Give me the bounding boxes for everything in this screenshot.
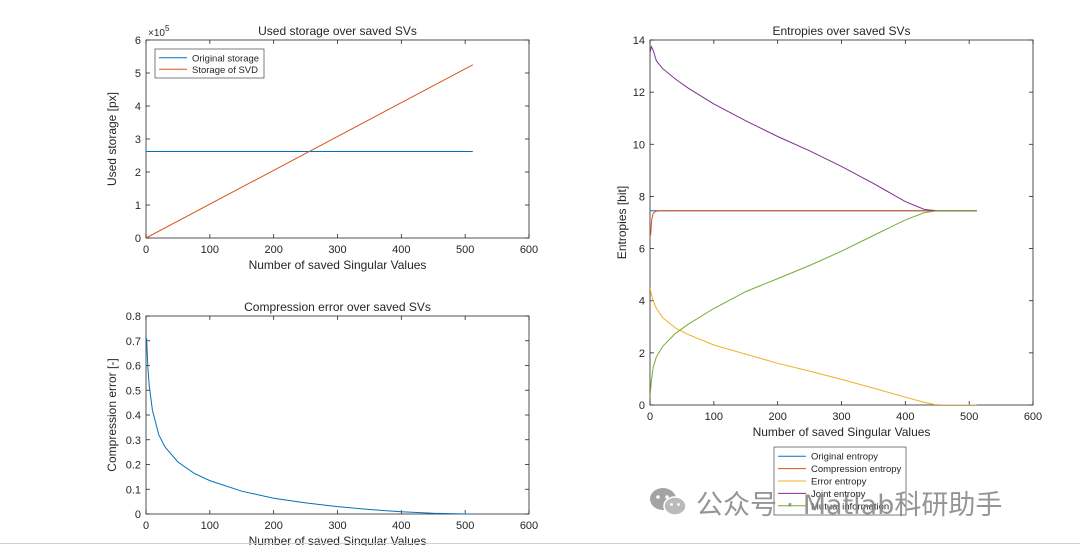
- bottom-divider: [0, 543, 1080, 544]
- y-tick-label: 10: [633, 139, 645, 151]
- x-tick-label: 100: [201, 520, 219, 532]
- y-tick-label: 1: [135, 200, 141, 212]
- legend-box: [154, 48, 265, 79]
- y-tick-label: 3: [135, 134, 141, 146]
- x-tick-label: 500: [456, 520, 474, 532]
- x-tick-label: 300: [328, 520, 346, 532]
- y-tick-label: 12: [633, 87, 645, 99]
- y-tick-label: 0.4: [126, 410, 141, 422]
- legend-label: Compression entropy: [811, 464, 902, 475]
- legend-label: Original entropy: [811, 452, 878, 463]
- y-tick-label: 5: [135, 68, 141, 80]
- series-line-storage-of-svd: [146, 64, 474, 238]
- x-tick-label: 600: [1024, 411, 1042, 423]
- y-tick-label: 6: [135, 35, 141, 47]
- y-tick-label: 4: [639, 296, 645, 308]
- y-tick-label: 0.7: [126, 336, 141, 348]
- series-line-mutual-information: [650, 210, 977, 398]
- y-tick-label: 8: [639, 191, 645, 203]
- legend-label: Error entropy: [811, 477, 867, 488]
- x-tick-label: 0: [143, 520, 149, 532]
- series-line-error-entropy: [650, 287, 977, 405]
- plot-area: [145, 315, 530, 515]
- x-tick-label: 500: [960, 411, 978, 423]
- x-tick-label: 600: [520, 244, 538, 256]
- x-axis-label: Number of saved Singular Values: [753, 425, 931, 439]
- y-axis-label: Compression error [-]: [105, 358, 119, 471]
- x-tick-label: 200: [264, 244, 282, 256]
- x-tick-label: 600: [520, 520, 538, 532]
- x-tick-label: 200: [768, 411, 786, 423]
- series-line-compression-error: [146, 338, 473, 514]
- y-tick-label: 0.6: [126, 361, 141, 373]
- x-tick-label: 300: [832, 411, 850, 423]
- x-tick-label: 300: [328, 244, 346, 256]
- y-tick-label: 0.3: [126, 435, 141, 447]
- series-line-compression-entropy: [650, 210, 977, 236]
- legend-label: Storage of SVD: [192, 65, 258, 76]
- y-tick-label: 0: [639, 400, 645, 412]
- legend-label: Mutual information: [811, 501, 889, 512]
- y-axis-label: Entropies [bit]: [615, 186, 629, 259]
- x-tick-label: 500: [456, 244, 474, 256]
- chart-error: 0 100 200 300 400 500 600 0 0.1 0.2 0.3 0.4 0.5 0.6 0.…: [105, 300, 538, 546]
- y-tick-label: 14: [633, 35, 645, 47]
- x-tick-label: 400: [896, 411, 914, 423]
- legend-label: Joint entropy: [811, 489, 866, 500]
- y-tick-label: 0: [135, 233, 141, 245]
- wechat-icon: [650, 488, 687, 516]
- chart-title: Entropies over saved SVs: [772, 24, 910, 38]
- x-axis-label: Number of saved Singular Values: [249, 534, 427, 546]
- series-line-joint-entropy: [650, 44, 977, 212]
- x-axis-label: Number of saved Singular Values: [249, 258, 427, 272]
- x-tick-label: 400: [392, 520, 410, 532]
- y-tick-label: 0.5: [126, 385, 141, 397]
- x-tick-label: 200: [264, 520, 282, 532]
- y-tick-label: 4: [135, 101, 141, 113]
- x-tick-label: 0: [143, 244, 149, 256]
- y-tick-label: 0.8: [126, 311, 141, 323]
- x-tick-label: 100: [201, 244, 219, 256]
- y-tick-label: 6: [639, 244, 645, 256]
- y-tick-label: 2: [135, 167, 141, 179]
- x-tick-label: 400: [392, 244, 410, 256]
- legend-label: Original storage: [192, 53, 259, 64]
- y-tick-label: 0.2: [126, 460, 141, 472]
- chart-entropy: 0 100 200 300 400 500 600 0 2 4 6 8 10 12 14 Entropies …: [615, 24, 1042, 516]
- x-tick-label: 100: [705, 411, 723, 423]
- plot-area: [649, 39, 1034, 406]
- y-axis-label: Used storage [px]: [105, 92, 119, 186]
- watermark: 公众号 · Matlab科研助手: [648, 484, 1003, 521]
- y-tick-label: 2: [639, 348, 645, 360]
- x-tick-label: 0: [647, 411, 653, 423]
- y-exponent-label: ×105: [148, 24, 170, 39]
- watermark-text: 公众号 · Matlab科研助手: [696, 489, 1003, 521]
- chart-storage: 0 100 200 300 400 500 600 0 1 2 3 4 5 6 ×105 Used stora…: [105, 24, 538, 272]
- y-tick-label: 0: [135, 509, 141, 521]
- chart-title: Compression error over saved SVs: [244, 300, 431, 314]
- y-tick-label: 0.1: [126, 484, 141, 496]
- chart-title: Used storage over saved SVs: [258, 24, 417, 38]
